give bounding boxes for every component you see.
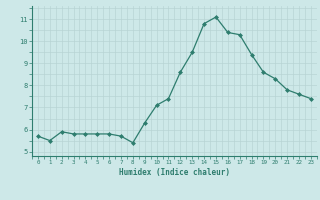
- X-axis label: Humidex (Indice chaleur): Humidex (Indice chaleur): [119, 168, 230, 177]
